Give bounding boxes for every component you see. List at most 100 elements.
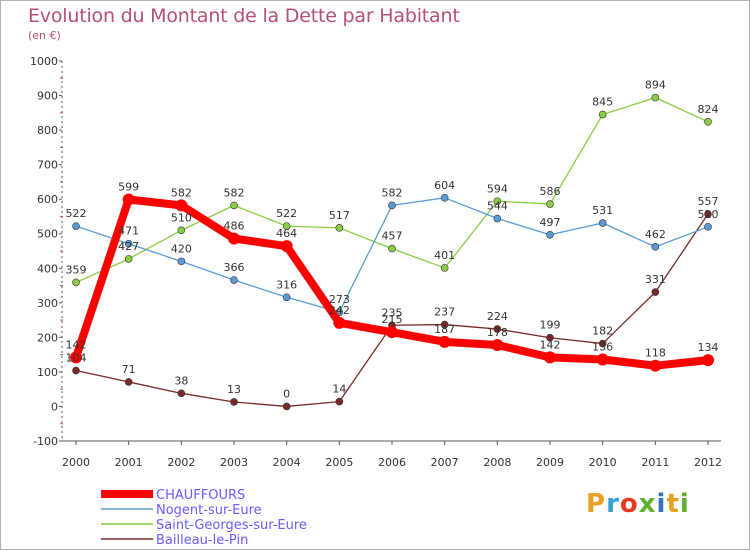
x-tick-label: 2000 (62, 456, 90, 469)
data-point (335, 397, 344, 406)
data-point (335, 224, 344, 232)
chart-title: Evolution du Montant de la Dette par Hab… (28, 5, 460, 27)
x-tick-label: 2010 (589, 456, 617, 469)
data-point (598, 219, 607, 227)
data-point (440, 264, 449, 272)
data-point (124, 378, 133, 386)
data-label: 604 (434, 179, 455, 192)
data-label: 420 (171, 242, 192, 255)
series-line-chauffours (72, 195, 712, 370)
logo-letter: i (679, 489, 690, 519)
data-label: 366 (224, 261, 245, 274)
data-point (333, 316, 346, 329)
data-label: 557 (698, 195, 719, 208)
data-point (493, 325, 502, 333)
y-tick-label: 700 (37, 159, 58, 172)
data-label: 178 (487, 326, 508, 339)
y-tick-label: 500 (37, 228, 58, 241)
data-label: 582 (224, 186, 245, 199)
data-label: 199 (540, 319, 561, 332)
data-label: 517 (329, 209, 350, 222)
data-point (175, 199, 188, 212)
data-label: 224 (487, 310, 508, 323)
x-tick-label: 2007 (431, 456, 459, 469)
data-point (388, 201, 396, 210)
data-label: 599 (118, 181, 139, 194)
data-point (124, 239, 133, 248)
y-tick-label: 600 (37, 193, 58, 206)
data-point (282, 293, 291, 302)
data-point (702, 354, 714, 367)
data-label: 273 (329, 293, 350, 306)
y-tick-label: -100 (33, 435, 58, 448)
data-point (230, 201, 238, 210)
data-point (493, 197, 502, 206)
data-point (438, 335, 451, 348)
data-point (282, 222, 291, 230)
data-label: 242 (329, 304, 350, 317)
data-label: 104 (66, 352, 87, 365)
data-point (388, 244, 396, 253)
x-tick-label: 2006 (378, 456, 406, 469)
x-tick-label: 2001 (115, 456, 143, 469)
data-point (704, 118, 712, 126)
data-point (72, 278, 80, 287)
data-point (651, 243, 660, 251)
y-tick-label: 0 (51, 400, 58, 413)
data-point (177, 389, 186, 398)
data-label: 142 (540, 338, 561, 351)
data-point (72, 366, 80, 375)
x-tick-label: 2011 (641, 456, 669, 469)
data-point (651, 93, 660, 102)
data-point (122, 193, 135, 206)
data-point (546, 230, 554, 239)
y-tick-label: 800 (37, 124, 58, 137)
data-label: 464 (276, 227, 297, 240)
data-label: 510 (171, 211, 192, 224)
data-point (491, 338, 504, 351)
y-tick-label: 200 (37, 331, 58, 344)
logo-letter: x (638, 489, 657, 519)
proxiti-logo: Proxiti (586, 489, 690, 519)
data-label: 182 (592, 325, 613, 338)
x-tick-label: 2012 (694, 456, 722, 469)
y-tick-label: 100 (37, 366, 58, 379)
chart-subtitle: (en €) (28, 29, 61, 42)
data-label: 522 (66, 207, 87, 220)
data-point (546, 200, 554, 208)
data-label: 544 (487, 200, 508, 213)
logo-letter: o (619, 489, 639, 519)
data-label: 235 (382, 306, 403, 319)
x-tick-label: 2009 (536, 456, 564, 469)
y-tick-label: 300 (37, 297, 58, 310)
data-label: 531 (592, 204, 613, 217)
data-label: 457 (382, 230, 403, 243)
legend-label: Saint-Georges-sur-Eure (156, 518, 307, 533)
data-label: 14 (332, 383, 346, 396)
data-label: 586 (540, 185, 561, 198)
data-point (704, 210, 712, 218)
data-point (177, 257, 186, 266)
data-label: 427 (118, 240, 139, 253)
x-tick-label: 2008 (483, 456, 511, 469)
y-tick-label: 400 (37, 262, 58, 275)
data-label: 582 (382, 186, 403, 199)
x-tick-label: 2003 (220, 456, 248, 469)
data-label: 582 (171, 186, 192, 199)
data-label: 316 (276, 278, 297, 291)
data-label: 486 (224, 220, 245, 233)
data-point (72, 222, 80, 230)
data-label: 359 (66, 263, 87, 276)
data-label: 71 (122, 363, 136, 376)
legend-label: Bailleau-le-Pin (156, 533, 248, 548)
data-point (596, 353, 609, 366)
data-label: 520 (698, 208, 719, 221)
data-point (704, 223, 712, 231)
y-tick-label: 1000 (30, 55, 58, 68)
legend-label: CHAUFFOURS (156, 488, 245, 503)
data-label: 522 (276, 207, 297, 220)
data-label: 401 (434, 249, 455, 262)
data-label: 237 (434, 306, 455, 319)
data-label: 331 (645, 273, 666, 286)
